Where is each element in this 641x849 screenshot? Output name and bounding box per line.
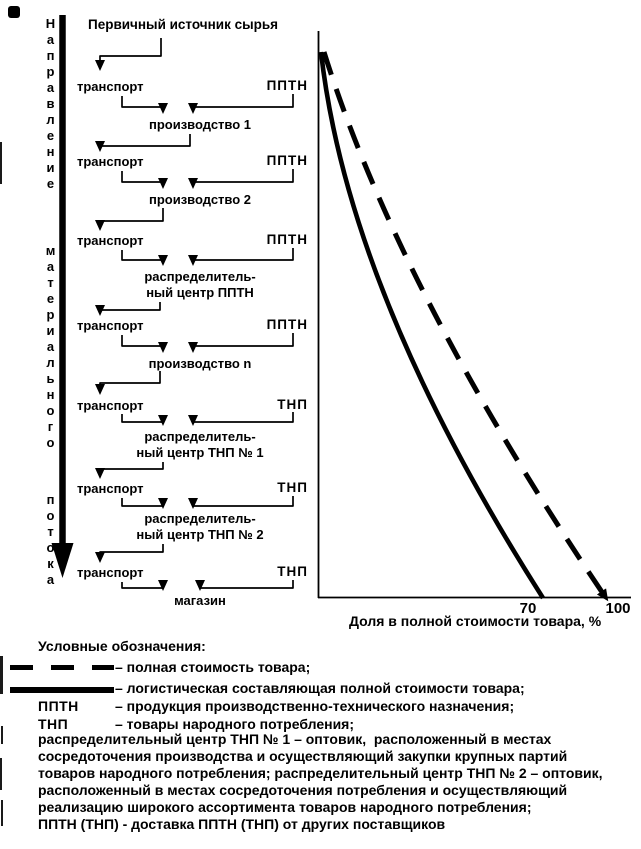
scan-blob-artifact (8, 6, 20, 18)
flow-source-title: Первичный источник сырья (88, 17, 279, 32)
solid-line-sample-icon (10, 687, 114, 693)
flow-connector (121, 414, 168, 426)
chart-curves (318, 51, 609, 602)
legend-item-label: – полная стоимость товара; (115, 659, 311, 675)
flow-connector (121, 96, 168, 114)
legend-item-label: – товары народного потребления; (115, 716, 355, 732)
legend-term: ППТН (38, 698, 79, 714)
flow-connectors (95, 38, 294, 591)
flow-supply-label: ППТН (266, 78, 308, 93)
legend-term: ТНП (38, 716, 69, 732)
flow-node: распределитель- ный центр ТНП № 1 (136, 429, 264, 460)
flow-transport-label: транспорт (77, 565, 144, 580)
scan-edge-mark (0, 758, 2, 790)
flow-node: производство 1 (148, 117, 252, 132)
chart-curve-solid (318, 51, 545, 600)
flow-node: распределитель- ный центр ТНП № 2 (136, 511, 264, 542)
flow-connector (121, 498, 168, 509)
legend-item-label: – продукция производственно-технического… (115, 698, 515, 714)
flow-connector (188, 496, 294, 509)
flow-transport-label: транспорт (77, 233, 144, 248)
flow-connector (121, 250, 168, 266)
flow-connector (95, 302, 161, 316)
flow-connector (188, 94, 294, 114)
flow-supply-label: ТНП (277, 397, 308, 412)
flow-transport-label: транспорт (77, 318, 144, 333)
flow-node: магазин (174, 593, 226, 608)
flow-supply-label: ТНП (277, 480, 308, 495)
flow-connector (121, 335, 168, 353)
legend-notes: распределительный центр ТНП № 1 – оптови… (38, 731, 603, 832)
flow-connector (121, 171, 168, 189)
scan-edge-mark (1, 800, 3, 826)
scan-edge-mark (0, 142, 2, 184)
flow-supply-label: ППТН (266, 317, 308, 332)
flow-node: производство n (148, 356, 252, 371)
flow-direction-word: Направление (43, 16, 58, 192)
chart-x-axis-label: Доля в полной стоимости товара, % (349, 613, 602, 629)
flow-connector (95, 371, 161, 395)
flow-supply-label: ППТН (266, 153, 308, 168)
flow-connector (95, 134, 191, 152)
flow-transport-label: транспорт (77, 481, 144, 496)
scan-edge-mark (1, 726, 3, 744)
flow-direction-word: материального (43, 243, 58, 451)
flow-node: производство 2 (148, 192, 252, 207)
dashed-line-sample-icon (10, 665, 114, 670)
scan-edge-mark (0, 656, 3, 694)
flow-connector (188, 248, 294, 266)
flow-transport-label: транспорт (77, 79, 144, 94)
flow-connector (188, 333, 294, 353)
flow-direction-word: потока (43, 492, 58, 588)
legend-item-label: – логистическая составляющая полной стои… (115, 680, 525, 696)
flow-transport-label: транспорт (77, 398, 144, 413)
flow-transport-label: транспорт (77, 154, 144, 169)
x-tick-label: 100 (605, 600, 631, 617)
flow-connector (95, 462, 164, 479)
flow-node: распределитель- ный центр ППТН (144, 269, 256, 300)
flow-connector (121, 580, 168, 591)
chart-curve-dashed (321, 51, 609, 602)
flow-connector (95, 38, 162, 71)
material-flow-arrow (51, 15, 74, 578)
flow-connector (188, 412, 294, 426)
flow-connector (95, 544, 164, 563)
x-tick-label: 70 (519, 600, 537, 617)
flow-supply-label: ППТН (266, 232, 308, 247)
legend-heading: Условные обозначения: (38, 638, 206, 654)
flow-supply-label: ТНП (277, 564, 308, 579)
flow-connector (195, 580, 294, 591)
flow-connector (188, 169, 294, 189)
flow-connector (95, 208, 164, 231)
